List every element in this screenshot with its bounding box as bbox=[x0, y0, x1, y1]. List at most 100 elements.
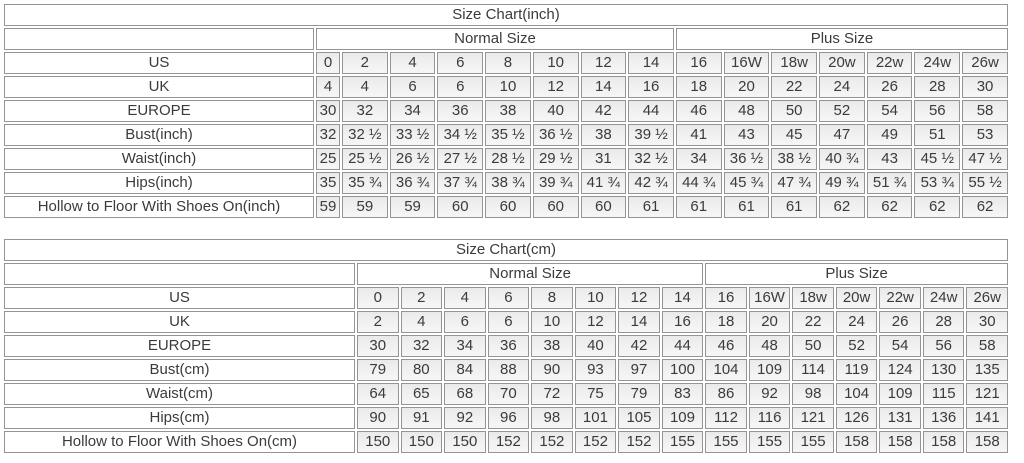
row-label: Waist(inch) bbox=[4, 148, 314, 170]
size-value-cell: 6 bbox=[487, 287, 530, 309]
size-value-cell: 41 ¾ bbox=[580, 172, 627, 194]
size-value-cell: 10 bbox=[574, 287, 617, 309]
size-value-cell: 64 bbox=[357, 383, 399, 405]
size-value-cell: 20w bbox=[835, 287, 878, 309]
size-value-cell: 10 bbox=[531, 311, 573, 333]
size-value-cell: 48 bbox=[723, 100, 770, 122]
size-value-cell: 155 bbox=[748, 431, 791, 453]
size-value-cell: 141 bbox=[966, 407, 1008, 429]
size-value-cell: 20 bbox=[723, 76, 770, 98]
size-value-cell: 26w bbox=[962, 52, 1008, 74]
empty-corner-cell bbox=[4, 263, 355, 285]
size-value-cell: 38 ½ bbox=[771, 148, 818, 170]
size-value-cell: 32 bbox=[342, 100, 388, 122]
size-value-cell: 2 bbox=[342, 52, 388, 74]
size-value-cell: 36 bbox=[437, 100, 484, 122]
size-value-cell: 59 bbox=[316, 196, 340, 218]
row-label: UK bbox=[4, 76, 314, 98]
size-value-cell: 47 ½ bbox=[962, 148, 1008, 170]
size-value-cell: 18w bbox=[771, 52, 818, 74]
size-value-cell: 152 bbox=[531, 431, 573, 453]
size-value-cell: 24 bbox=[835, 311, 878, 333]
size-value-cell: 60 bbox=[580, 196, 627, 218]
size-value-cell: 38 bbox=[580, 124, 627, 146]
size-value-cell: 42 bbox=[580, 100, 627, 122]
size-value-cell: 26w bbox=[966, 287, 1008, 309]
size-value-cell: 80 bbox=[400, 359, 443, 381]
size-value-cell: 30 bbox=[357, 335, 399, 357]
size-value-cell: 54 bbox=[866, 100, 913, 122]
table-row: UK 2 4 6 6 10 12 14 16 18 20 22 24 26 28 30 bbox=[4, 311, 1008, 333]
size-value-cell: 4 bbox=[389, 52, 436, 74]
table-row: Hollow to Floor With Shoes On(inch) 59 59 5… bbox=[4, 196, 1008, 218]
size-value-cell: 84 bbox=[444, 359, 486, 381]
size-value-cell: 32 bbox=[400, 335, 443, 357]
size-value-cell: 104 bbox=[705, 359, 747, 381]
row-label: US bbox=[4, 52, 314, 74]
size-value-cell: 35 ¾ bbox=[342, 172, 388, 194]
size-value-cell: 10 bbox=[532, 52, 579, 74]
size-value-cell: 18w bbox=[792, 287, 834, 309]
size-value-cell: 50 bbox=[771, 100, 818, 122]
size-value-cell: 49 bbox=[866, 124, 913, 146]
size-value-cell: 29 ½ bbox=[532, 148, 579, 170]
size-value-cell: 52 bbox=[819, 100, 865, 122]
size-value-cell: 12 bbox=[532, 76, 579, 98]
size-value-cell: 83 bbox=[661, 383, 704, 405]
size-value-cell: 150 bbox=[357, 431, 399, 453]
size-value-cell: 109 bbox=[748, 359, 791, 381]
size-value-cell: 88 bbox=[487, 359, 530, 381]
size-value-cell: 98 bbox=[792, 383, 834, 405]
size-value-cell: 121 bbox=[792, 407, 834, 429]
size-value-cell: 53 ¾ bbox=[914, 172, 961, 194]
table-row: UK 4 4 6 6 10 12 14 16 18 20 22 24 26 28 30 bbox=[4, 76, 1008, 98]
size-value-cell: 61 bbox=[628, 196, 674, 218]
size-value-cell: 41 bbox=[675, 124, 722, 146]
row-label: EUROPE bbox=[4, 335, 355, 357]
size-value-cell: 18 bbox=[705, 311, 747, 333]
table-row: EUROPE 30 32 34 36 38 40 42 44 46 48 50 52 54 56 58 bbox=[4, 100, 1008, 122]
size-value-cell: 79 bbox=[618, 383, 660, 405]
size-value-cell: 60 bbox=[532, 196, 579, 218]
size-value-cell: 44 bbox=[661, 335, 704, 357]
table-row: Hips(inch) 35 35 ¾ 36 ¾ 37 ¾ 38 ¾ 39 ¾ 41 ¾ 42 ¾… bbox=[4, 172, 1008, 194]
row-label: Hips(inch) bbox=[4, 172, 314, 194]
size-value-cell: 39 ½ bbox=[628, 124, 674, 146]
size-value-cell: 61 bbox=[675, 196, 722, 218]
size-value-cell: 16W bbox=[748, 287, 791, 309]
size-value-cell: 79 bbox=[357, 359, 399, 381]
size-value-cell: 2 bbox=[400, 287, 443, 309]
plus-size-header: Plus Size bbox=[675, 28, 1008, 50]
size-value-cell: 12 bbox=[580, 52, 627, 74]
size-value-cell: 32 ½ bbox=[342, 124, 388, 146]
size-value-cell: 115 bbox=[922, 383, 965, 405]
size-value-cell: 28 bbox=[914, 76, 961, 98]
size-value-cell: 16 bbox=[661, 311, 704, 333]
normal-size-header: Normal Size bbox=[357, 263, 704, 285]
size-value-cell: 90 bbox=[357, 407, 399, 429]
size-value-cell: 34 bbox=[444, 335, 486, 357]
size-value-cell: 24w bbox=[922, 287, 965, 309]
row-label: EUROPE bbox=[4, 100, 314, 122]
size-value-cell: 56 bbox=[914, 100, 961, 122]
size-value-cell: 39 ¾ bbox=[532, 172, 579, 194]
size-value-cell: 12 bbox=[574, 311, 617, 333]
size-value-cell: 130 bbox=[922, 359, 965, 381]
size-value-cell: 97 bbox=[618, 359, 660, 381]
normal-size-header: Normal Size bbox=[316, 28, 674, 50]
size-value-cell: 4 bbox=[444, 287, 486, 309]
table-row: Bust(inch) 32 32 ½ 33 ½ 34 ½ 35 ½ 36 ½ 38 39 ½ 41… bbox=[4, 124, 1008, 146]
group-header-row: Normal Size Plus Size bbox=[4, 263, 1008, 285]
size-value-cell: 158 bbox=[835, 431, 878, 453]
size-value-cell: 6 bbox=[389, 76, 436, 98]
size-value-cell: 58 bbox=[962, 100, 1008, 122]
size-value-cell: 45 ¾ bbox=[723, 172, 770, 194]
size-value-cell: 33 ½ bbox=[389, 124, 436, 146]
size-value-cell: 93 bbox=[574, 359, 617, 381]
empty-corner-cell bbox=[4, 28, 314, 50]
group-header-row: Normal Size Plus Size bbox=[4, 28, 1008, 50]
size-value-cell: 22 bbox=[771, 76, 818, 98]
size-value-cell: 114 bbox=[792, 359, 834, 381]
size-value-cell: 119 bbox=[835, 359, 878, 381]
